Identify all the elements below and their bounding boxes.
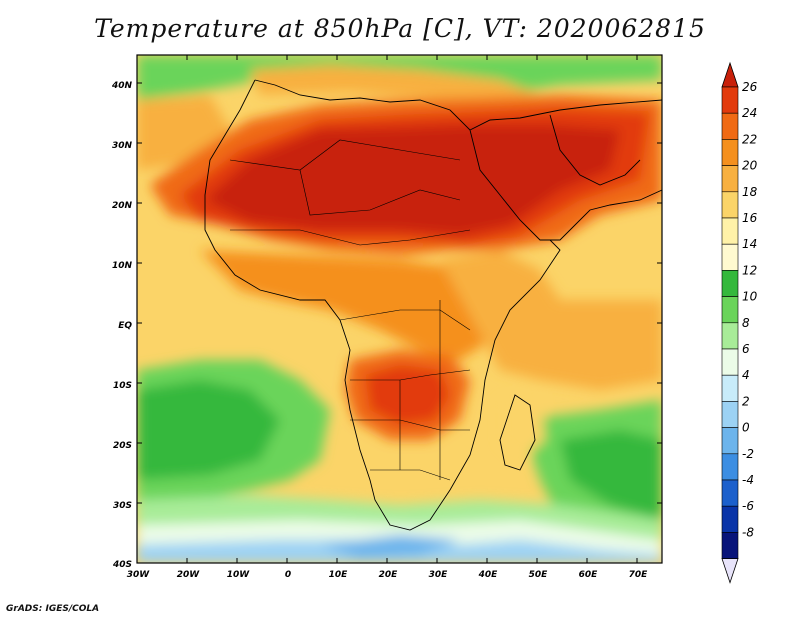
colorbar-swatch [721,270,739,297]
colorbar-label: 8 [742,316,750,330]
colorbar-swatch [721,401,739,428]
colorbar-swatch [721,217,739,245]
colorbar-label: -4 [742,473,754,487]
lon-label: 20E [379,570,399,580]
temperature-field [137,55,662,563]
colorbar-swatch [721,243,739,271]
lon-label: 40E [478,570,499,580]
lon-label: 0 [285,570,291,580]
lat-label: 20N [112,201,133,211]
colorbar-label: 10 [742,290,758,304]
colorbar-swatch [721,139,739,166]
lat-label: 40S [112,560,132,570]
lon-label: 10W [227,570,251,580]
lon-label: 20W [177,570,201,580]
lat-label: 20S [113,441,132,451]
colorbar-swatch [721,296,739,324]
lon-label: 10E [329,570,349,580]
lon-label: 30E [429,570,449,580]
colorbar-label: 18 [742,185,758,199]
lat-label: 10S [113,381,132,391]
coastlines [204,79,662,531]
colorbar-label: 26 [742,80,758,94]
colorbar-label: 20 [742,159,758,173]
colorbar-swatch [721,348,739,376]
colorbar-swatch [721,165,739,193]
lon-axis: 30W 20W 10W 0 10E 20E 30E 40E 50E 60E 70… [127,570,648,580]
axis-ticks [136,55,662,564]
country-borders [229,139,471,481]
colorbar-label: 4 [742,368,750,382]
map-frame [136,54,663,564]
colorbar-swatch [721,191,739,219]
colorbar-label: 6 [742,342,750,356]
lat-axis: 40N 30N 20N 10N EQ 10S 20S 30S 40S [111,81,133,570]
lon-label: 50E [529,570,549,580]
colorbar-label: 16 [742,211,758,225]
colorbar-label: -6 [742,499,754,513]
lon-label: 30W [127,570,151,580]
colorbar-swatch [721,322,739,350]
colorbar-label: -8 [742,525,754,539]
colorbar-label: 0 [742,421,750,435]
colorbar-label: 2 [742,394,750,408]
colorbar-top-arrow [721,61,739,88]
lat-label: 10N [112,261,133,271]
lat-label: 40N [111,81,133,91]
colorbar-swatch [721,374,739,402]
colorbar-label: -2 [742,447,754,461]
colorbar-swatch [721,453,739,481]
colorbar-bottom-arrow [721,558,739,584]
colorbar-label: 24 [742,106,757,120]
lon-label: 70E [629,570,649,580]
lon-label: 60E [579,570,599,580]
colorbar-label: 22 [742,132,757,146]
colorbar-label: 12 [742,263,757,277]
lat-label: 30N [112,141,133,151]
colorbar-swatch [721,479,739,507]
colorbar-swatch [721,427,739,455]
colorbar-swatch [721,86,739,114]
colorbar-swatch [721,532,739,559]
colorbar-swatch [721,112,739,140]
credit-text: GrADS: IGES/COLA [6,604,100,614]
colorbar-swatch [721,505,739,533]
chart-title: Temperature at 850hPa [C], VT: 202006281… [94,14,706,43]
lat-label: EQ [118,321,132,331]
colorbar-label: 14 [742,237,757,251]
lat-label: 30S [113,501,132,511]
